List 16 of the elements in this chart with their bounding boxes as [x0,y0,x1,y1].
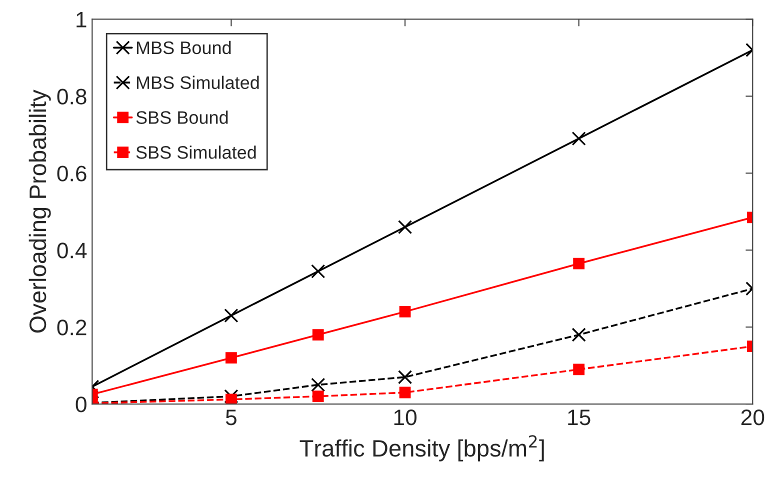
legend-label: MBS Simulated [136,76,259,90]
y-tick-label: 1 [76,12,86,28]
y-tick-label: 0.6 [57,166,86,182]
y-tick-label: 0 [76,396,86,412]
x-tick-label: 20 [741,409,764,426]
y-tick-label: 0.2 [57,320,86,336]
legend-label: SBS Simulated [136,146,256,159]
legend-label: MBS Bound [136,40,231,54]
x-tick-label: 5 [226,410,236,426]
y-tick-label: 0.8 [57,88,86,104]
y-axis-title: Overloading Probability [28,90,51,333]
legend-label: SBS Bound [136,110,228,124]
x-tick-label: 15 [568,410,590,426]
y-tick-label: 0.4 [57,242,87,258]
x-tick-label: 10 [394,409,417,426]
x-axis-title: Traffic Density [bps/m$^{2}$] [300,435,544,462]
